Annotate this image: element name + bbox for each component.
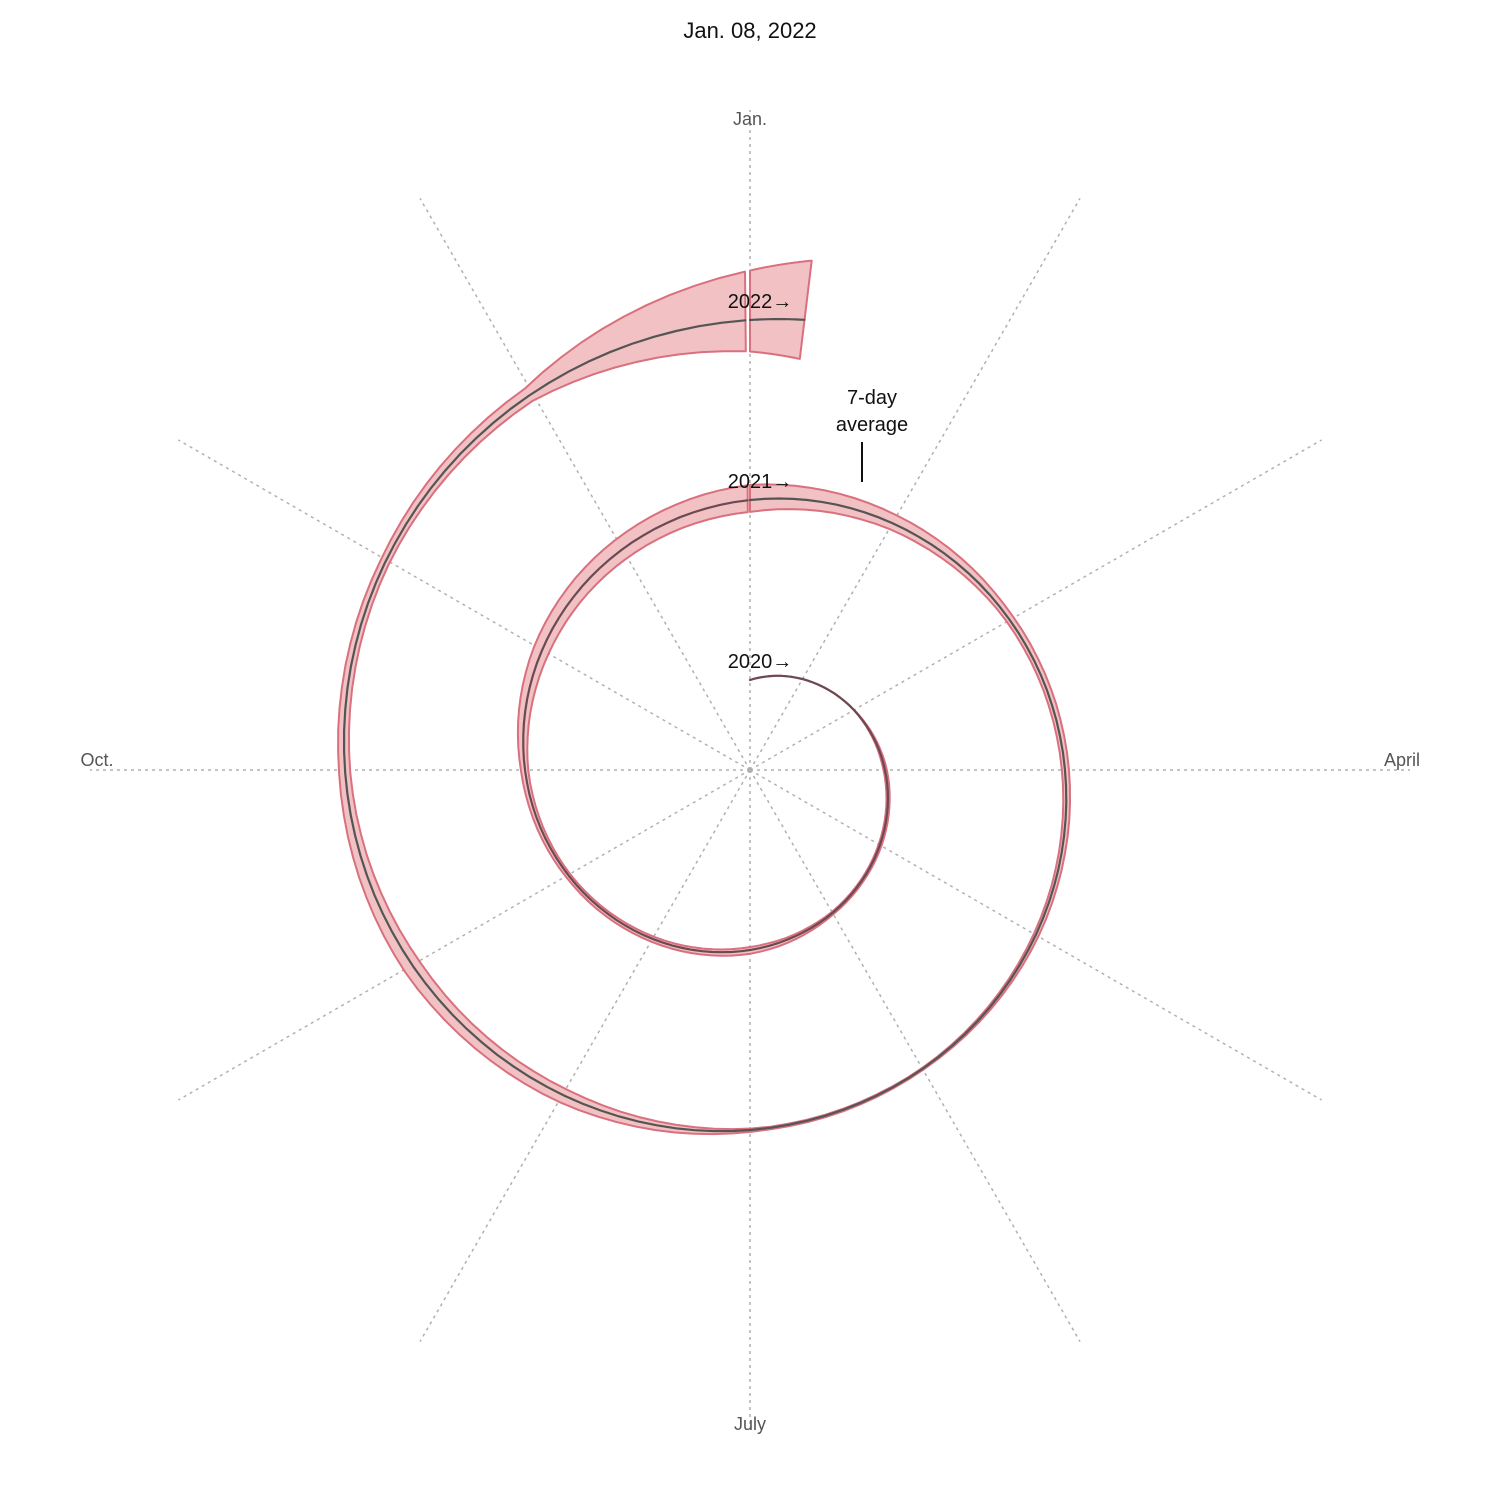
year-label-2021: 2021→ bbox=[728, 471, 793, 493]
average-line-2021 bbox=[343, 319, 1068, 1133]
year-label-2020: 2020→ bbox=[728, 651, 793, 673]
average-line-2020 bbox=[522, 499, 890, 954]
chart-title: Jan. 08, 2022 bbox=[683, 18, 817, 43]
month-label-0: Jan. bbox=[733, 109, 767, 129]
daily-band-2020 bbox=[516, 484, 891, 957]
labels: Jan. April July Oct. 2020→ 2021→ 2022→ 7-day ave… bbox=[80, 109, 1420, 1434]
daily-band-2022 bbox=[749, 259, 813, 360]
month-label-3: Oct. bbox=[80, 750, 113, 770]
grid-spoke bbox=[749, 198, 1081, 771]
grid-spoke bbox=[749, 439, 1322, 771]
grid-spoke bbox=[419, 769, 751, 1342]
grid-spoke bbox=[749, 769, 1081, 1342]
month-label-1: April bbox=[1384, 750, 1420, 770]
average-lines bbox=[343, 318, 1068, 1133]
average-line-2022 bbox=[748, 318, 806, 322]
average-callout: 7-day average bbox=[836, 387, 908, 482]
grid-spoke bbox=[178, 439, 751, 771]
grid-spoke bbox=[178, 769, 751, 1101]
daily-band-2021 bbox=[337, 270, 1071, 1136]
month-label-2: July bbox=[734, 1414, 766, 1434]
callout-line-1: 7-day bbox=[847, 387, 897, 409]
grid-spoke bbox=[419, 198, 751, 771]
daily-bands bbox=[337, 259, 1071, 1136]
year-label-2022: 2022→ bbox=[728, 291, 793, 313]
callout-line-2: average bbox=[836, 414, 908, 436]
